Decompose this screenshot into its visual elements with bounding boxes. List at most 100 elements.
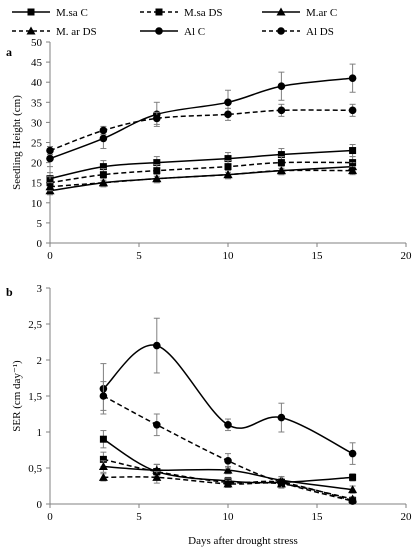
panel-b-data-point-al-ds: [348, 497, 357, 505]
legend-marker-al-c: [155, 27, 163, 35]
panel-a-series-m-ar-c: [45, 162, 358, 196]
panel-a-series-al-ds: [46, 103, 357, 156]
panel-b-label: b: [6, 285, 13, 299]
panel-b-data-point-al-ds: [277, 478, 286, 487]
panel-a-series-line-m-sa-c: [49, 149, 353, 180]
legend-label-m-ar-c: M.ar C: [306, 7, 337, 19]
panel-b-data-point-m-ar-c: [98, 462, 108, 471]
panel-b-x-tick-label: 10: [223, 511, 235, 523]
panel-a-y-tick-label: 5: [37, 218, 43, 230]
panel-b-data-point-al-ds: [99, 392, 108, 400]
panel-a-series-line-al-c: [49, 77, 353, 160]
panel-b-y-tick-label: 1,5: [28, 391, 42, 403]
panel-a-data-point-m-sa-c: [224, 155, 232, 163]
panel-b-x-tick-label: 5: [136, 511, 142, 523]
panel-a-data-point-m-sa-ds: [153, 167, 161, 175]
legend-marker-m-ar-ds: [26, 26, 36, 35]
panel-a-y-tick-label: 20: [31, 158, 43, 170]
panel-a-data-point-m-ar-ds: [45, 182, 55, 191]
panel-a-label: a: [6, 45, 12, 59]
panel-a-data-point-al-ds: [224, 110, 232, 119]
panel-b-data-point-m-sa-c: [99, 435, 107, 443]
panel-b-data-point-al-c: [224, 421, 232, 429]
panel-a-data-point-m-sa-ds: [224, 163, 232, 171]
legend-marker-m-ar-c: [276, 7, 286, 16]
legend-marker-m-sa-ds: [155, 8, 163, 16]
legend-label-m-sa-ds: M.sa DS: [184, 7, 223, 19]
panel-a-x-tick-label: 15: [312, 250, 324, 262]
panel-a-y-axis-title: Seedling Height (cm): [11, 95, 23, 190]
panel-a-data-point-al-c: [99, 134, 108, 143]
panel-a-data-point-al-ds: [99, 126, 108, 135]
panel-a-data-point-m-sa-ds: [99, 171, 107, 179]
panel-a-series-m-sa-c: [46, 144, 357, 186]
panel-a-data-point-al-ds: [153, 114, 161, 123]
panel-b-y-tick-label: 2,5: [28, 319, 42, 331]
panel-b-y-tick-label: 0,5: [28, 463, 42, 475]
panel-a-series-m-ar-ds: [45, 166, 358, 192]
panel-b-y-tick-label: 3: [37, 283, 43, 295]
panel-a-data-point-al-c: [348, 74, 357, 82]
legend-entry-m-sa-ds: M.sa DS: [140, 7, 223, 19]
panel-b-series-al-ds: [99, 381, 357, 505]
panel-a-data-point-m-ar-ds: [276, 166, 286, 175]
panel-a-series-line-al-ds: [49, 109, 353, 152]
panel-b-data-point-al-c: [277, 413, 286, 422]
panel-b-series-m-ar-ds: [98, 471, 358, 503]
legend-label-al-ds: Al DS: [306, 26, 334, 38]
panel-a-data-point-al-c: [46, 154, 54, 163]
panel-b-data-point-m-ar-ds: [223, 479, 233, 488]
panel-b-chart: 0 0,5 1 1,5 2 2,5 3 0 5 10 15 20 b SER (cm day⁻¹) Days…: [6, 283, 412, 547]
panel-b-x-axis-title: Days after drought stress: [188, 535, 298, 547]
panel-b-data-point-m-ar-ds: [152, 472, 162, 481]
panel-a-series-line-m-sa-ds: [49, 161, 353, 184]
panel-b-data-point-m-ar-c: [348, 485, 358, 494]
panel-b-y-tick-label: 0: [37, 499, 43, 511]
panel-a-data-point-m-sa-c: [153, 159, 161, 167]
panel-a-data-point-m-ar-ds: [152, 174, 162, 183]
panel-a-y-tick-label: 40: [31, 77, 43, 89]
panel-a-chart: 0 5 10 15 20 25 30 35 40 45 50 0 5 10 15 20 a Seedling He…: [6, 37, 412, 262]
legend-entry-m-ar-ds: M. ar DS: [12, 26, 97, 38]
panel-b-x-tick-label: 20: [401, 511, 413, 523]
panel-a-data-point-m-ar-ds: [98, 178, 108, 187]
panel-a-data-point-m-ar-ds: [223, 170, 233, 179]
panel-b-y-tick-label: 2: [37, 355, 43, 367]
panel-a-y-tick-label: 0: [37, 238, 43, 250]
panel-a-data-point-al-c: [224, 98, 232, 107]
panel-a-x-tick-label: 5: [136, 250, 142, 262]
panel-b-data-point-al-ds: [224, 457, 232, 465]
panel-a-data-point-al-c: [277, 82, 286, 91]
panel-b-data-point-al-c: [348, 449, 357, 458]
panel-b-series-al-c: [99, 317, 357, 465]
panel-a-y-tick-label: 30: [31, 117, 43, 129]
legend-entry-m-ar-c: M.ar C: [262, 7, 337, 19]
legend-marker-m-sa-c: [27, 8, 35, 16]
panel-a-x-tick-label: 0: [47, 250, 53, 262]
panel-b-x-tick-label: 0: [47, 511, 53, 523]
panel-a-data-point-al-ds: [46, 146, 54, 155]
legend-label-m-sa-c: M.sa C: [56, 7, 88, 19]
panel-a-data-point-m-sa-c: [277, 151, 285, 159]
panel-b-data-point-al-c: [153, 341, 161, 350]
panel-a-data-point-m-ar-ds: [348, 166, 358, 175]
panel-a-y-tick-label: 15: [31, 178, 43, 190]
panel-a-data-point-m-sa-ds: [277, 159, 285, 167]
panel-b-data-point-al-ds: [153, 421, 161, 429]
panel-a-y-tick-label: 50: [31, 37, 43, 49]
legend: M.sa C M.sa DS M.ar C M. ar DS Al C Al DS: [12, 7, 337, 38]
panel-a-data-point-al-ds: [348, 106, 357, 115]
panel-b-data-point-m-sa-ds: [99, 455, 107, 463]
panel-b-data-point-m-ar-c: [223, 465, 233, 474]
panel-b-y-tick-label: 1: [37, 427, 43, 439]
legend-entry-al-c: Al C: [140, 26, 205, 38]
panel-b-data-point-m-sa-c: [349, 473, 357, 481]
panel-a-data-point-m-sa-c: [349, 147, 357, 155]
legend-marker-al-ds: [277, 27, 285, 35]
panel-a-y-tick-label: 45: [31, 57, 43, 69]
legend-label-m-ar-ds: M. ar DS: [56, 26, 97, 38]
panel-a-y-tick-label: 25: [31, 138, 43, 150]
panel-b-data-point-m-ar-ds: [98, 472, 108, 481]
panel-b-y-axis-title: SER (cm day⁻¹): [11, 360, 23, 432]
